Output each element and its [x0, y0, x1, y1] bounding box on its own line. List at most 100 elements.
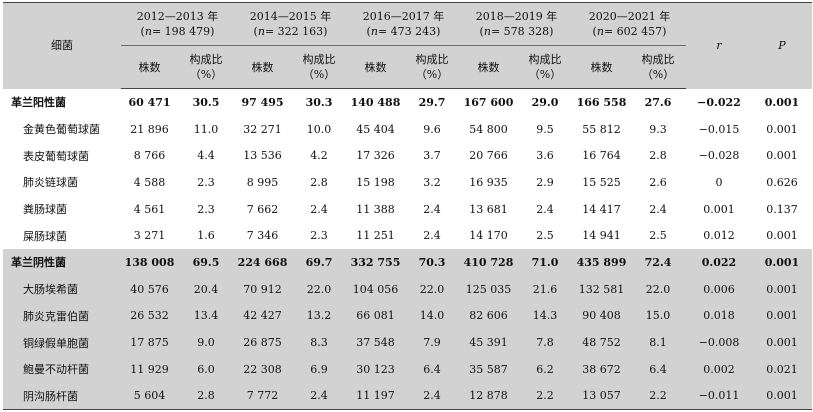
table-row: 大肠埃希菌 40 576 20.4 70 912 22.0 104 056 22.0 125 … [3, 275, 812, 303]
p-cell: 0.001 [752, 329, 812, 356]
count-cell: 38 672 [573, 355, 630, 383]
bacteria-name: 表皮葡萄球菌 [23, 149, 89, 163]
count-cell: 166 558 [576, 95, 627, 109]
count-cell: 14 170 [469, 229, 508, 243]
p-cell: 0.001 [764, 95, 800, 109]
count-cell: 16 935 [469, 175, 508, 189]
r-header: r [686, 2, 752, 89]
bacteria-name: 肺炎链球菌 [23, 176, 78, 190]
p-cell: 0.137 [766, 202, 798, 216]
count-cell: 3 271 [133, 229, 166, 243]
r-cell: 0.006 [686, 275, 752, 303]
ratio-cell: 6.4 [404, 355, 460, 383]
ratio-cell: 2.2 [630, 382, 686, 411]
ratio-cell: 2.9 [536, 175, 554, 189]
ratio-cell: 6.9 [291, 355, 347, 383]
count-cell: 14 941 [582, 229, 621, 243]
ratio-cell: 10.0 [306, 122, 332, 136]
n-symbol: n [596, 25, 604, 38]
count-cell: 224 668 [234, 249, 291, 276]
period-header: 2020—2021 年 (n= 602 457) [573, 2, 686, 46]
count-cell: 60 471 [128, 95, 171, 109]
count-cell: 8 995 [246, 175, 279, 189]
count-cell: 20 766 [469, 149, 508, 163]
count-cell: 17 875 [121, 329, 178, 356]
period-years: 2016—2017 年 [362, 10, 445, 23]
ratio-cell: 14.0 [404, 302, 460, 330]
count-cell: 35 587 [460, 355, 517, 383]
ratio-cell: 8.3 [291, 329, 347, 356]
count-cell: 97 495 [241, 95, 284, 109]
bacteria-name: 鲍曼不动杆菌 [3, 355, 121, 383]
ratio-cell: 2.4 [310, 202, 328, 216]
ratio-cell: 2.5 [536, 229, 554, 243]
r-cell: −0.011 [686, 382, 752, 411]
r-cell: 0.012 [703, 229, 735, 243]
ratio-cell: 7.9 [404, 329, 460, 356]
r-cell: −0.022 [697, 95, 741, 109]
count-cell: 21 896 [130, 122, 169, 136]
count-cell: 26 532 [121, 302, 178, 330]
period-n-value: = 322 163) [264, 25, 328, 38]
p-cell: 0.001 [766, 149, 798, 163]
count-cell: 30 123 [347, 355, 404, 383]
bacteria-name: 铜绿假单胞菌 [3, 329, 121, 356]
count-cell: 138 008 [121, 249, 178, 276]
table-row: 肺炎克雷伯菌 26 532 13.4 42 427 13.2 66 081 14.0 82 6… [3, 302, 812, 330]
ratio-cell: 6.4 [630, 355, 686, 383]
ratio-cell: 2.2 [517, 382, 573, 411]
count-cell: 70 912 [234, 275, 291, 303]
ratio-cell: 2.6 [649, 175, 667, 189]
ratio-cell: 4.4 [197, 149, 215, 163]
table-row: 粪肠球菌 4 561 2.3 7 662 2.4 11 388 2.4 13 681 2.4 14… [3, 196, 812, 223]
count-header: 株数 [460, 45, 517, 89]
count-cell: 15 198 [356, 175, 395, 189]
period-years: 2014—2015 年 [249, 10, 332, 23]
count-cell: 12 878 [460, 382, 517, 411]
n-symbol: n [144, 25, 152, 38]
group-row: 革兰阴性菌 138 008 69.5 224 668 69.7 332 755 70.3 41… [3, 249, 812, 276]
ratio-label: 构成比 [528, 53, 562, 66]
ratio-cell: 11.0 [193, 122, 219, 136]
ratio-cell: 2.5 [649, 229, 667, 243]
count-cell: 66 081 [347, 302, 404, 330]
table-row: 肺炎链球菌 4 588 2.3 8 995 2.8 15 198 3.2 16 935 2.9 1… [3, 169, 812, 196]
ratio-cell: 2.4 [404, 382, 460, 411]
count-header: 株数 [234, 45, 291, 89]
ratio-cell: 13.4 [178, 302, 234, 330]
table-row: 阴沟肠杆菌 5 604 2.8 7 772 2.4 11 197 2.4 12 878 2.2 1… [3, 382, 812, 411]
header-row-periods: 细菌 2012—2013 年 (n= 198 479) 2014—2015 年 … [3, 2, 812, 89]
ratio-cell: 3.6 [536, 149, 554, 163]
ratio-label: 构成比 [189, 53, 223, 66]
ratio-cell: 9.0 [178, 329, 234, 356]
period-header: 2018—2019 年 (n= 578 328) [460, 2, 573, 46]
ratio-cell: 3.2 [423, 175, 441, 189]
ratio-cell: 9.3 [649, 122, 667, 136]
bacteria-name: 粪肠球菌 [23, 203, 67, 217]
ratio-cell: 22.0 [291, 275, 347, 303]
r-cell: 0 [715, 175, 723, 189]
p-cell: 0.021 [752, 355, 812, 383]
bacteria-name: 阴沟肠杆菌 [3, 382, 121, 411]
ratio-cell: 27.6 [644, 95, 672, 109]
ratio-cell: 14.3 [517, 302, 573, 330]
count-cell: 40 576 [121, 275, 178, 303]
ratio-cell: 13.2 [291, 302, 347, 330]
ratio-cell: 2.8 [310, 175, 328, 189]
r-cell: 0.001 [703, 202, 735, 216]
p-header: P [752, 2, 812, 89]
period-n: (n= 578 328) [479, 25, 554, 38]
count-cell: 132 581 [573, 275, 630, 303]
ratio-unit: （%） [415, 68, 449, 81]
count-header: 株数 [121, 45, 178, 89]
table-body: 革兰阳性菌 60 471 30.5 97 495 30.3 140 488 29.7 167 … [3, 89, 812, 411]
ratio-label: 构成比 [641, 53, 675, 66]
ratio-header: 构成比 （%） [630, 45, 686, 89]
period-n: (n= 473 243) [366, 25, 441, 38]
count-cell: 55 812 [582, 122, 621, 136]
count-cell: 42 427 [234, 302, 291, 330]
period-n-value: = 602 457) [603, 25, 667, 38]
period-header: 2012—2013 年 (n= 198 479) [121, 2, 234, 46]
ratio-cell: 71.0 [517, 249, 573, 276]
ratio-cell: 7.8 [517, 329, 573, 356]
